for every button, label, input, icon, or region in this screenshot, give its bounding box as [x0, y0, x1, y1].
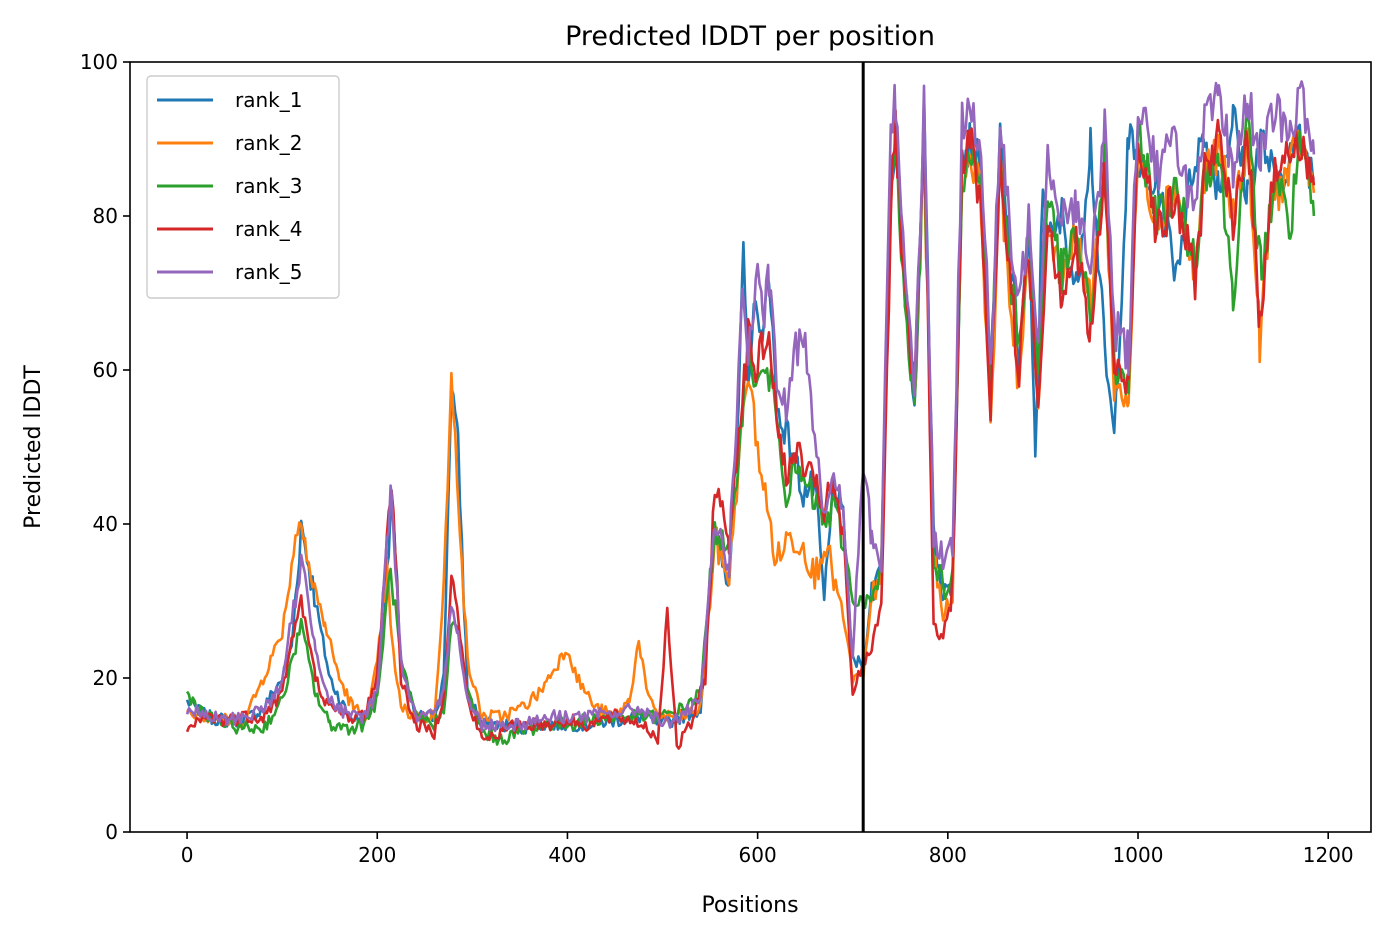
x-axis-title: Positions: [701, 893, 798, 918]
x-tick-label: 1200: [1303, 843, 1354, 867]
y-tick-label: 40: [93, 512, 118, 536]
x-tick-label: 600: [739, 843, 777, 867]
axes-frame: [129, 61, 1372, 833]
legend-label: rank_1: [235, 88, 302, 112]
legend-label: rank_2: [235, 131, 302, 155]
legend-label: rank_3: [235, 174, 302, 198]
y-tick-label: 100: [80, 50, 118, 74]
plot-area: [129, 61, 1372, 833]
legend-label: rank_5: [235, 260, 302, 284]
legend: rank_1 rank_2 rank_3 rank_4 rank_5: [146, 75, 340, 299]
x-axis-ticks: 0 200 400 600 800 1000 1200: [181, 832, 1354, 867]
series-line-rank_2: [185, 109, 1316, 729]
y-tick-label: 0: [105, 820, 118, 844]
x-tick-label: 400: [548, 843, 586, 867]
chart-title: Predicted lDDT per position: [565, 21, 935, 52]
y-tick-label: 60: [93, 358, 118, 382]
x-tick-label: 0: [181, 843, 194, 867]
y-tick-label: 80: [93, 204, 118, 228]
y-axis-ticks: 0 20 40 60 80 100: [80, 50, 130, 844]
series-line-rank_3: [185, 110, 1316, 746]
series-line-rank_5: [185, 80, 1316, 733]
legend-box: [146, 75, 340, 299]
x-tick-label: 800: [929, 843, 967, 867]
legend-label: rank_4: [235, 217, 302, 241]
y-axis-title: Predicted lDDT: [21, 365, 46, 529]
y-tick-label: 20: [93, 666, 118, 690]
x-tick-label: 1000: [1113, 843, 1164, 867]
x-tick-label: 200: [358, 843, 396, 867]
series-lines: [185, 80, 1316, 750]
